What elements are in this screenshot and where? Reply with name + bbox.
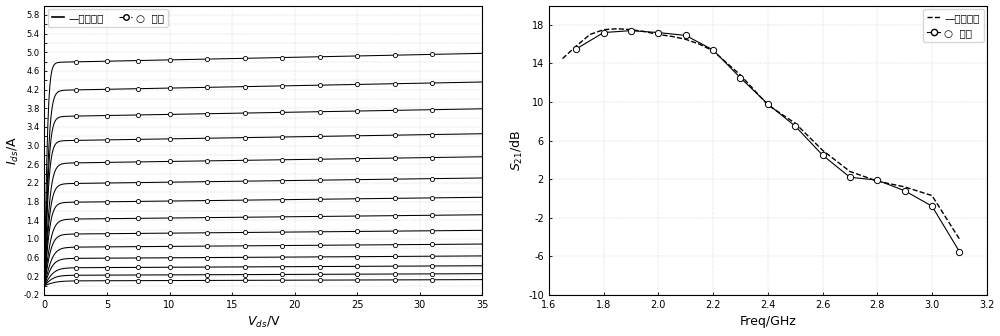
Legend: —原始电路, ○  模型: —原始电路, ○ 模型	[923, 9, 984, 42]
Legend: —原始电路, ○  模型: —原始电路, ○ 模型	[48, 9, 168, 27]
X-axis label: $V_{ds}$/V: $V_{ds}$/V	[247, 316, 280, 330]
Y-axis label: $I_{ds}$/A: $I_{ds}$/A	[6, 136, 21, 165]
Y-axis label: $S_{21}$/dB: $S_{21}$/dB	[509, 130, 525, 171]
X-axis label: Freq/GHz: Freq/GHz	[739, 316, 796, 328]
